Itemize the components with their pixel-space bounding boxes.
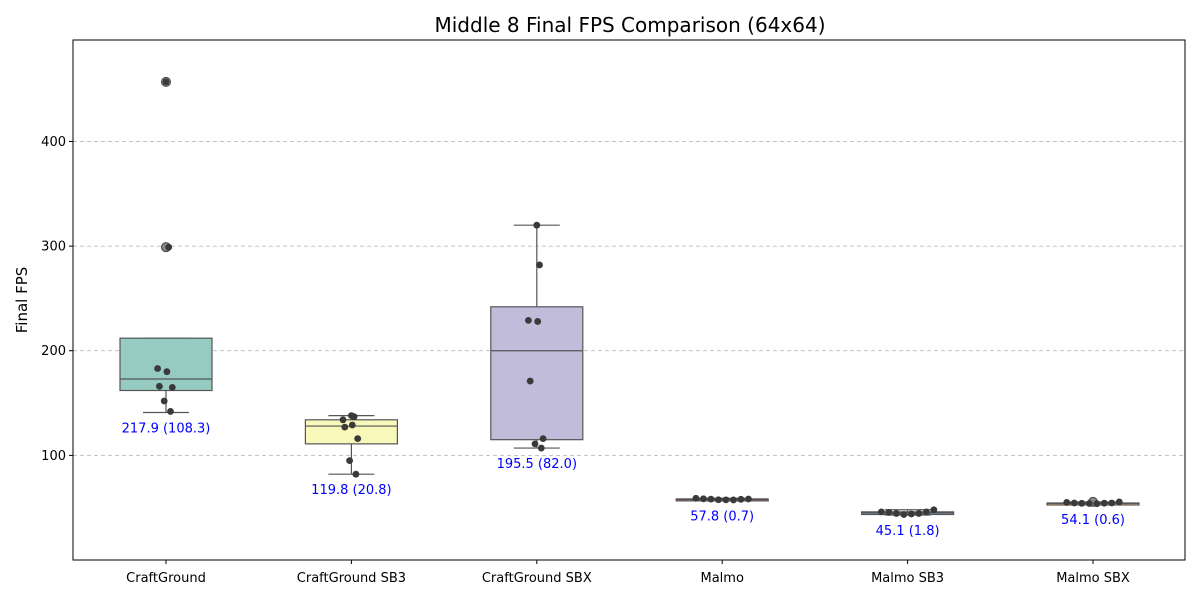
data-point: [339, 416, 347, 424]
data-point: [885, 508, 893, 516]
data-point: [531, 440, 539, 448]
data-point: [1063, 499, 1071, 506]
data-point: [341, 423, 349, 431]
data-point: [352, 470, 360, 478]
data-point: [350, 413, 358, 421]
stat-annotation: 119.8 (20.8): [311, 483, 391, 498]
y-tick-label: 100: [41, 449, 66, 464]
data-point: [1100, 499, 1108, 507]
y-axis-ticks: 100 200 300 400: [41, 135, 73, 464]
data-point: [534, 318, 542, 325]
plot-frame: [72, 39, 1186, 561]
data-point: [537, 444, 545, 452]
data-point: [168, 383, 176, 391]
data-point: [1070, 499, 1078, 507]
chart-title: Middle 8 Final FPS Comparison (64x64): [434, 13, 825, 37]
data-point: [692, 494, 700, 502]
data-point: [900, 511, 908, 518]
data-point: [1093, 500, 1101, 508]
data-point: [745, 495, 752, 503]
data-point: [922, 508, 930, 516]
data-point: [156, 382, 163, 390]
data-point: [930, 506, 938, 514]
stat-annotation: 54.1 (0.6): [1061, 513, 1125, 528]
y-tick-label: 200: [41, 344, 66, 359]
x-tick-label: Malmo SB3: [871, 571, 944, 586]
stat-annotation: 217.9 (108.3): [122, 421, 211, 436]
data-point: [536, 261, 543, 269]
grid-lines: [73, 141, 1185, 456]
data-point: [1115, 498, 1123, 506]
data-point: [877, 508, 885, 516]
data-point: [162, 78, 170, 86]
data-point: [346, 457, 353, 465]
y-axis-label: Final FPS: [13, 267, 31, 334]
stat-annotation: 195.5 (82.0): [497, 457, 577, 472]
data-point: [533, 221, 541, 229]
stat-labels: 217.9 (108.3) 119.8 (20.8) 195.5 (82.0) 57.…: [122, 421, 1125, 539]
box: [304, 419, 398, 445]
data-point: [907, 510, 915, 518]
data-point: [348, 421, 356, 429]
data-point: [167, 408, 174, 415]
data-point: [160, 397, 168, 405]
data-point: [892, 510, 900, 517]
data-point: [715, 496, 722, 504]
stat-annotation: 45.1 (1.8): [876, 524, 940, 539]
x-tick-label: Malmo: [700, 571, 743, 586]
data-point: [165, 243, 173, 251]
y-tick-label: 300: [41, 240, 66, 255]
box: [490, 306, 584, 441]
data-point: [1085, 500, 1093, 507]
x-tick-label: Malmo SBX: [1056, 571, 1130, 586]
data-point: [154, 365, 162, 372]
data-point: [539, 435, 547, 443]
boxes: [119, 76, 1140, 516]
data-point: [707, 495, 715, 503]
box: [119, 337, 213, 392]
data-point: [1108, 499, 1116, 507]
y-tick-label: 400: [41, 135, 66, 150]
data-points: [154, 78, 1123, 518]
x-axis-ticks: CraftGround CraftGround SB3 CraftGround SB…: [126, 560, 1130, 586]
data-point: [730, 496, 737, 504]
data-point: [354, 435, 362, 443]
data-point: [700, 495, 707, 503]
data-point: [526, 377, 534, 385]
x-tick-label: CraftGround SB3: [297, 571, 406, 586]
data-point: [915, 510, 923, 517]
data-point: [722, 496, 730, 504]
data-point: [1078, 499, 1086, 507]
data-point: [737, 495, 745, 503]
stat-annotation: 57.8 (0.7): [690, 509, 754, 524]
data-point: [163, 368, 171, 376]
data-point: [525, 317, 532, 324]
x-tick-label: CraftGround: [126, 571, 206, 586]
x-tick-label: CraftGround SBX: [482, 571, 592, 586]
